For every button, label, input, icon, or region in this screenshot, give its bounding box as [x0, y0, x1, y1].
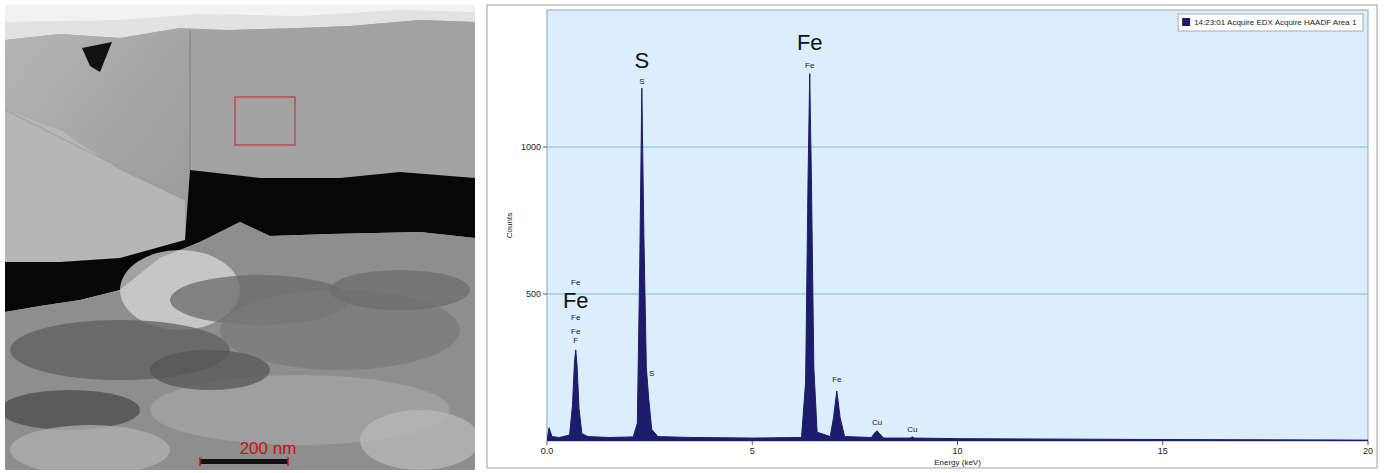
- peak-label: F: [573, 336, 578, 345]
- x-tick-label: 5: [750, 446, 755, 456]
- element-label: Fe: [797, 30, 823, 55]
- scale-bar-label: 200 nm: [240, 439, 297, 458]
- x-tick-label: 0.0: [541, 446, 554, 456]
- grain-right: [190, 20, 475, 180]
- top-layer-light: [5, 5, 475, 22]
- x-axis-title: Energy (keV): [934, 458, 981, 467]
- peak-label: Fe: [832, 375, 842, 384]
- texture: [150, 350, 270, 390]
- legend-swatch: [1182, 18, 1190, 26]
- peak-label: Fe: [571, 327, 581, 336]
- spectrum: [547, 74, 1368, 442]
- texture: [360, 410, 475, 470]
- peak-label: S: [639, 77, 644, 86]
- analysis-area: [235, 97, 295, 145]
- y-tick-label: 1000: [521, 142, 541, 152]
- grain-left: [5, 28, 190, 262]
- element-label: S: [634, 48, 649, 73]
- x-tick: [1368, 441, 1369, 445]
- peak-label: Fe: [571, 313, 581, 322]
- scale-bar-end: [287, 457, 289, 466]
- grain-boundary: [189, 30, 191, 170]
- peak-label: Cu: [907, 425, 917, 434]
- y-tick-label: 500: [526, 289, 541, 299]
- legend-label: 14:23:01 Acquire EDX Acquire HAADF Area …: [1194, 18, 1357, 27]
- x-tick: [957, 441, 958, 445]
- data-group: [547, 74, 1368, 442]
- grid-line: [547, 147, 1368, 148]
- legend: 14:23:01 Acquire EDX Acquire HAADF Area …: [1178, 14, 1363, 31]
- chart-frame: [487, 5, 1377, 468]
- plot-area: [547, 10, 1368, 441]
- legend-box: [1178, 14, 1363, 31]
- y-tick: [543, 147, 547, 148]
- x-tick: [1162, 441, 1163, 445]
- peak-label: S: [649, 369, 654, 378]
- element-label: Fe: [563, 288, 589, 313]
- peak-label: Cu: [872, 418, 882, 427]
- x-tick: [752, 441, 753, 445]
- x-tick-label: 10: [952, 446, 962, 456]
- grid-line: [547, 294, 1368, 295]
- scale-bar-end: [199, 457, 201, 466]
- peak-label: Fe: [805, 61, 815, 70]
- grain-boundary: [5, 110, 185, 200]
- void: [82, 42, 112, 72]
- texture: [10, 425, 170, 470]
- figure: 200 nm 500 1000 0.0 5 10 15 20 Energy (keV) Count…: [0, 0, 1385, 473]
- micrograph: [5, 5, 475, 470]
- peak-label: Fe: [571, 278, 581, 287]
- grain-left-low: [5, 110, 185, 262]
- x-tick-label: 20: [1363, 446, 1373, 456]
- scale-bar: [200, 459, 288, 464]
- x-tick-label: 15: [1158, 446, 1168, 456]
- y-axis-title: Counts: [505, 213, 514, 238]
- x-tick: [547, 441, 548, 445]
- texture: [5, 390, 140, 430]
- y-tick: [543, 294, 547, 295]
- texture: [330, 270, 470, 310]
